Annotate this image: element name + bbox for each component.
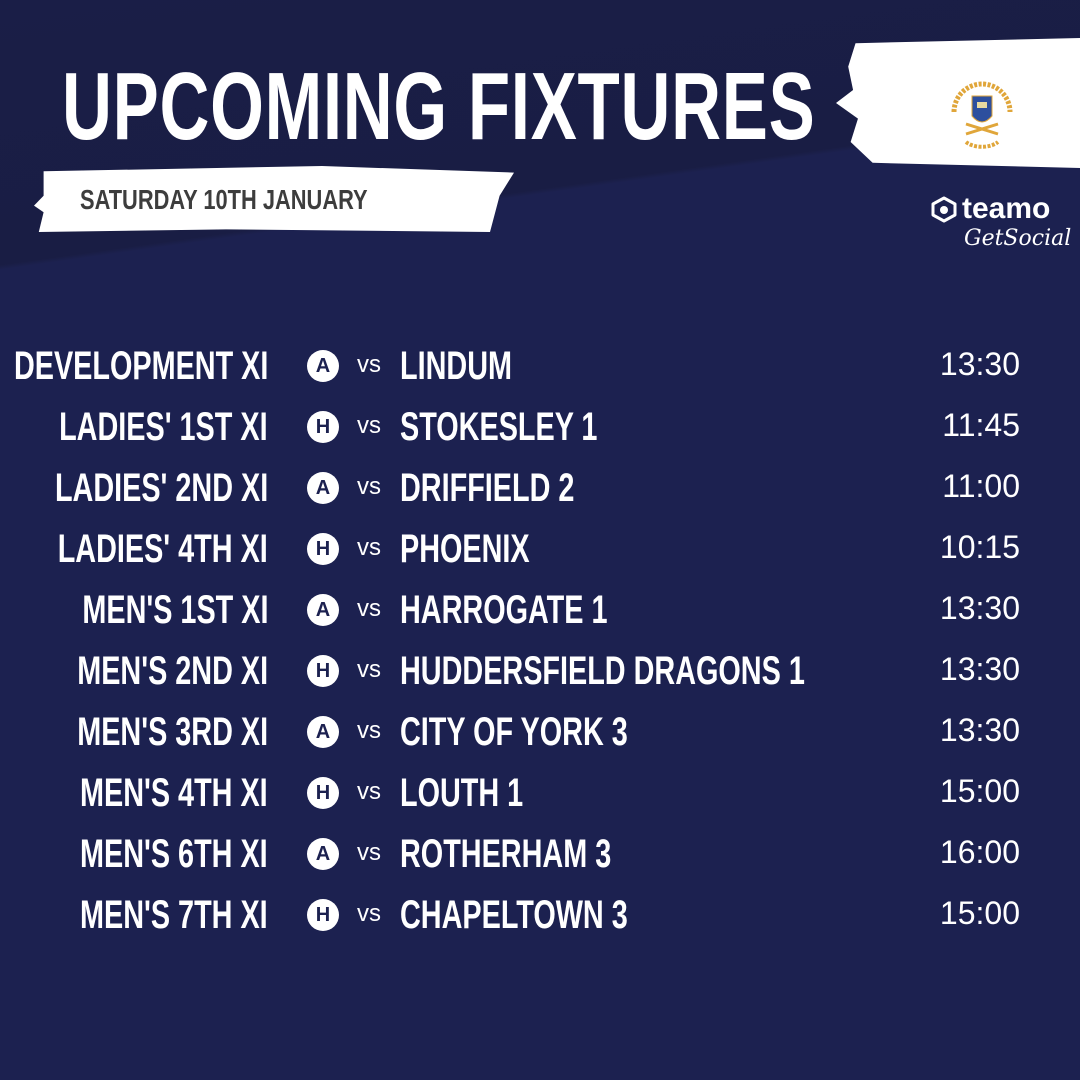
team-name: MEN'S 6TH XI bbox=[80, 832, 268, 876]
venue-badge: A bbox=[307, 472, 339, 504]
fixture-date: SATURDAY 10TH JANUARY bbox=[80, 184, 368, 215]
team-name: MEN'S 2ND XI bbox=[77, 649, 268, 693]
sponsor-logo: teamo bbox=[930, 192, 1050, 226]
venue-badge: H bbox=[307, 533, 339, 565]
opponent-name: HARROGATE 1 bbox=[400, 588, 608, 632]
venue-badge: H bbox=[307, 655, 339, 687]
venue-badge: A bbox=[307, 838, 339, 870]
venue-badge: H bbox=[307, 899, 339, 931]
opponent-name: LOUTH 1 bbox=[400, 771, 524, 815]
team-name: MEN'S 1ST XI bbox=[81, 588, 268, 632]
vs-label: vs bbox=[357, 595, 381, 622]
opponent-name: STOKESLEY 1 bbox=[400, 405, 598, 449]
opponent-name: CITY OF YORK 3 bbox=[400, 710, 628, 754]
venue-badge: A bbox=[307, 716, 339, 748]
team-name: LADIES' 2ND XI bbox=[54, 466, 268, 510]
vs-label: vs bbox=[357, 839, 381, 866]
page-title: UPCOMING FIXTURES bbox=[62, 53, 816, 160]
kickoff-time: 13:30 bbox=[939, 651, 1020, 687]
vs-label: vs bbox=[357, 656, 381, 683]
vs-label: vs bbox=[357, 717, 381, 744]
opponent-name: LINDUM bbox=[400, 344, 512, 388]
kickoff-time: 11:45 bbox=[942, 407, 1020, 443]
teamo-icon bbox=[931, 196, 957, 223]
kickoff-time: 13:30 bbox=[939, 712, 1020, 748]
kickoff-time: 15:00 bbox=[939, 895, 1020, 931]
vs-label: vs bbox=[357, 473, 381, 500]
venue-badge: H bbox=[307, 411, 339, 443]
opponent-name: HUDDERSFIELD DRAGONS 1 bbox=[400, 649, 805, 693]
club-crest-logo bbox=[951, 81, 1013, 149]
opponent-name: ROTHERHAM 3 bbox=[400, 832, 612, 876]
vs-label: vs bbox=[357, 900, 381, 927]
team-name: DEVELOPMENT XI bbox=[13, 344, 268, 388]
sponsor-name: teamo bbox=[962, 192, 1051, 225]
kickoff-time: 16:00 bbox=[939, 834, 1020, 870]
kickoff-time: 13:30 bbox=[939, 590, 1020, 626]
vs-label: vs bbox=[357, 778, 381, 805]
opponent-name: PHOENIX bbox=[400, 527, 530, 571]
kickoff-time: 13:30 bbox=[939, 346, 1020, 382]
venue-badge: A bbox=[307, 594, 339, 626]
opponent-name: DRIFFIELD 2 bbox=[400, 466, 575, 510]
kickoff-time: 10:15 bbox=[939, 529, 1020, 565]
sponsor-tagline: GetSocial bbox=[964, 226, 1072, 251]
vs-label: vs bbox=[357, 534, 381, 561]
vs-label: vs bbox=[357, 412, 381, 439]
opponent-name: CHAPELTOWN 3 bbox=[400, 893, 628, 937]
kickoff-time: 15:00 bbox=[939, 773, 1020, 809]
vs-label: vs bbox=[357, 351, 381, 378]
team-name: MEN'S 3RD XI bbox=[77, 710, 268, 754]
venue-badge: H bbox=[307, 777, 339, 809]
team-name: MEN'S 4TH XI bbox=[80, 771, 268, 815]
date-banner bbox=[34, 166, 514, 232]
team-name: LADIES' 4TH XI bbox=[57, 527, 268, 571]
kickoff-time: 11:00 bbox=[942, 468, 1020, 504]
team-name: LADIES' 1ST XI bbox=[59, 405, 268, 449]
team-name: MEN'S 7TH XI bbox=[80, 893, 268, 937]
venue-badge: A bbox=[307, 350, 339, 382]
